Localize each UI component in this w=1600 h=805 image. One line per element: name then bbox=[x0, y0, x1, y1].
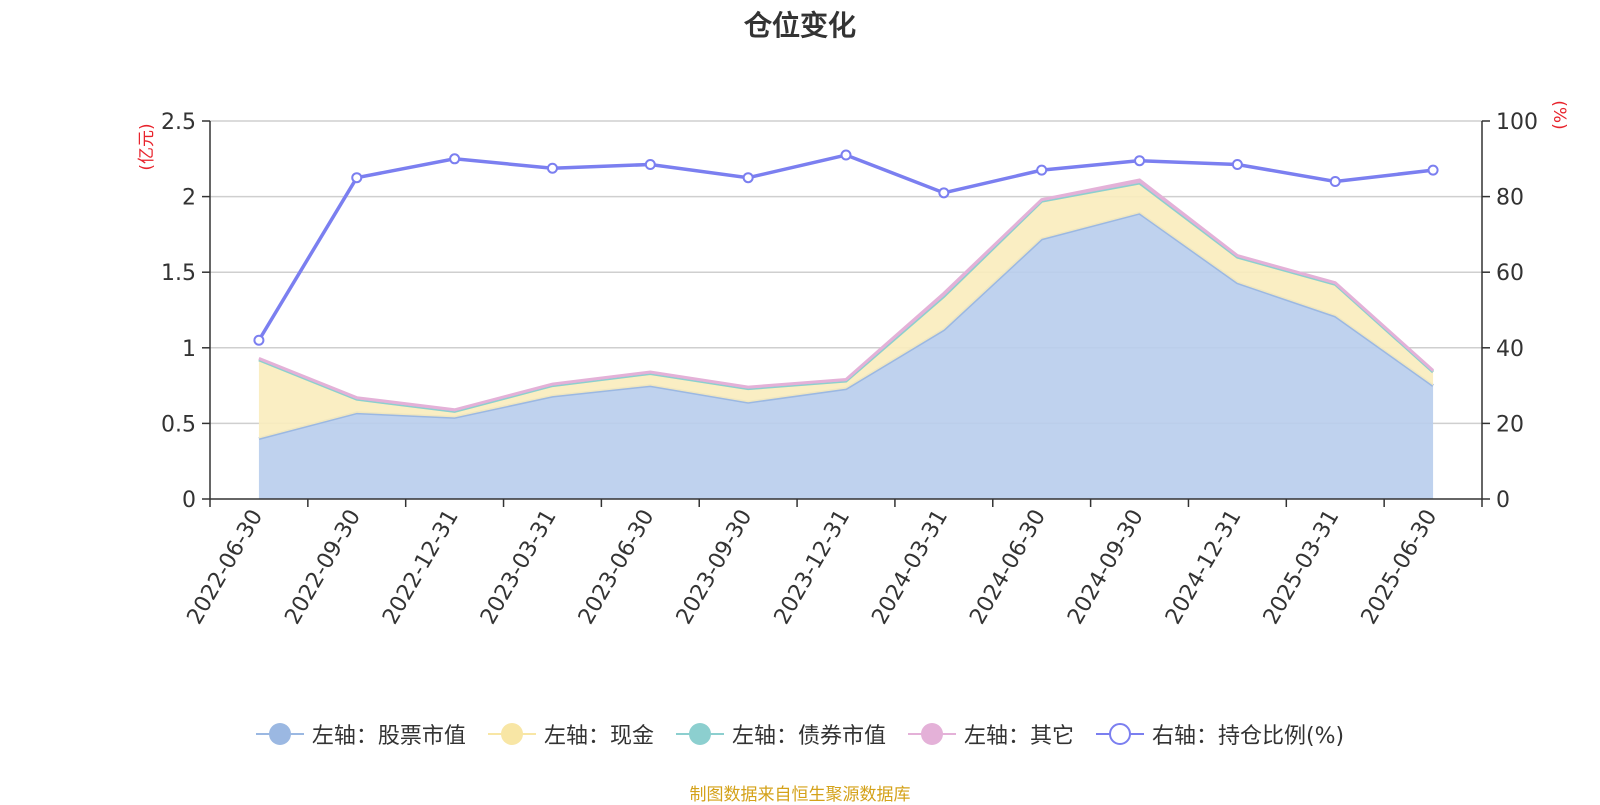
ratio-point-4 bbox=[644, 158, 656, 170]
legend-dot-stock bbox=[268, 723, 291, 745]
x-tick-label-2: 2022-12-31 bbox=[378, 506, 464, 629]
left-axis-unit: (亿元) bbox=[137, 123, 157, 170]
legend-label-ratio: 右轴：持仓比例(%) bbox=[1151, 724, 1345, 749]
left-tick-label-0: 0 bbox=[182, 488, 196, 513]
legend-dot-cash bbox=[500, 723, 523, 745]
legend: 左轴：股票市值 左轴：现金 左轴：债券市值 左轴：其它 bbox=[0, 718, 1600, 750]
ratio-point-3 bbox=[546, 162, 558, 174]
right-tick-label-5: 100 bbox=[1496, 110, 1538, 135]
legend-marker-stock bbox=[255, 722, 304, 746]
ratio-point-9 bbox=[1134, 155, 1146, 167]
legend-label-stock: 左轴：股票市值 bbox=[311, 724, 466, 749]
ratio-point-5 bbox=[742, 172, 754, 184]
legend-label-bond: 左轴：债券市值 bbox=[731, 724, 886, 749]
legend-item-ratio[interactable]: 右轴：持仓比例(%) bbox=[1095, 718, 1345, 750]
right-axis-unit: (%) bbox=[1549, 100, 1569, 129]
x-tick-label-11: 2025-03-31 bbox=[1259, 506, 1345, 629]
x-tick-label-7: 2024-03-31 bbox=[867, 506, 953, 629]
legend-dot-ratio bbox=[1108, 723, 1131, 745]
source-note: 制图数据来自恒生聚源数据库 bbox=[689, 785, 911, 805]
x-tick-label-10: 2024-12-31 bbox=[1161, 506, 1247, 629]
left-tick-label-5: 2.5 bbox=[161, 110, 196, 135]
legend-label-other: 左轴：其它 bbox=[963, 724, 1074, 749]
legend-dot-other bbox=[920, 723, 943, 745]
ratio-point-8 bbox=[1036, 164, 1048, 176]
right-tick-label-1: 20 bbox=[1496, 412, 1524, 437]
legend-marker-other bbox=[907, 722, 956, 746]
x-tick-label-5: 2023-09-30 bbox=[672, 506, 758, 629]
area-1 bbox=[258, 182, 1434, 439]
ratio-point-7 bbox=[938, 187, 950, 199]
chart-title: 仓位变化 bbox=[743, 9, 856, 42]
left-tick-label-2: 1 bbox=[182, 337, 196, 362]
x-tick-label-6: 2023-12-31 bbox=[770, 506, 856, 629]
legend-item-bond[interactable]: 左轴：债券市值 bbox=[675, 718, 886, 750]
x-tick-label-0: 2022-06-30 bbox=[183, 506, 269, 629]
legend-marker-ratio bbox=[1095, 722, 1144, 746]
x-tick-label-1: 2022-09-30 bbox=[280, 506, 366, 629]
ratio-point-1 bbox=[351, 172, 363, 184]
ratio-point-10 bbox=[1231, 158, 1243, 170]
right-tick-label-3: 60 bbox=[1496, 261, 1524, 286]
right-tick-label-0: 0 bbox=[1496, 488, 1510, 513]
legend-marker-bond bbox=[675, 722, 724, 746]
right-tick-label-4: 80 bbox=[1496, 186, 1524, 211]
ratio-point-12 bbox=[1427, 164, 1439, 176]
x-tick-label-3: 2023-03-31 bbox=[476, 506, 562, 629]
ratio-point-11 bbox=[1329, 175, 1341, 187]
x-tick-label-9: 2024-09-30 bbox=[1063, 506, 1149, 629]
ratio-point-2 bbox=[449, 153, 461, 165]
ratio-point-0 bbox=[253, 334, 265, 346]
legend-item-stock[interactable]: 左轴：股票市值 bbox=[255, 718, 466, 750]
x-tick-label-8: 2024-06-30 bbox=[965, 506, 1051, 629]
area-0 bbox=[258, 213, 1434, 499]
x-tick-label-4: 2023-06-30 bbox=[574, 506, 660, 629]
area-edge-3 bbox=[258, 178, 1435, 412]
x-tick-label-12: 2025-06-30 bbox=[1357, 506, 1443, 629]
right-tick-label-2: 40 bbox=[1496, 337, 1524, 362]
left-tick-label-4: 2 bbox=[182, 186, 196, 211]
legend-label-cash: 左轴：现金 bbox=[543, 724, 654, 749]
legend-marker-cash bbox=[487, 722, 536, 746]
legend-item-cash[interactable]: 左轴：现金 bbox=[487, 718, 654, 750]
legend-dot-bond bbox=[688, 723, 711, 745]
left-tick-label-3: 1.5 bbox=[161, 261, 196, 286]
legend-item-other[interactable]: 左轴：其它 bbox=[907, 718, 1074, 750]
left-tick-label-1: 0.5 bbox=[161, 412, 196, 437]
ratio-point-6 bbox=[840, 149, 852, 161]
